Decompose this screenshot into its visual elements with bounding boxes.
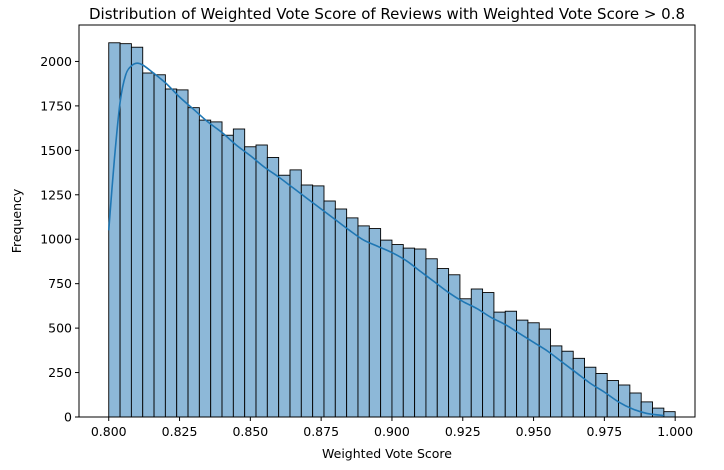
histogram-bar — [108, 42, 121, 418]
x-tick-label: 0.950 — [516, 424, 552, 439]
histogram-bar — [198, 119, 212, 418]
histogram-bar — [663, 411, 676, 418]
histogram-bar — [289, 169, 302, 418]
kde-curve — [107, 62, 664, 417]
histogram-bar — [210, 121, 223, 418]
y-tick-label: 2000 — [40, 54, 72, 69]
histogram-bar — [561, 350, 574, 418]
histogram-bar — [584, 366, 597, 418]
histogram-bar — [300, 184, 314, 418]
histogram-bar — [130, 46, 144, 418]
histogram-bar — [278, 174, 291, 418]
y-tick-label: 250 — [48, 365, 72, 380]
histogram-bar — [119, 43, 132, 418]
histogram-bar — [142, 72, 155, 418]
y-tick-label: 1750 — [40, 98, 72, 113]
histogram-bar — [595, 372, 608, 418]
plot-frame — [78, 24, 696, 418]
y-axis-label: Frequency — [9, 188, 24, 253]
y-tick-label: 500 — [48, 321, 72, 336]
histogram-bar — [482, 292, 495, 418]
histogram-bar — [618, 384, 631, 418]
histogram-bar — [493, 311, 506, 418]
histogram-bar — [221, 134, 234, 418]
histogram-bar — [629, 392, 642, 418]
histogram-bar — [346, 217, 359, 418]
chart-title: Distribution of Weighted Vote Score of R… — [89, 5, 685, 23]
histogram-bar — [153, 74, 166, 418]
histogram-bar — [380, 239, 393, 418]
x-tick-label: 1.000 — [657, 424, 693, 439]
y-tick-label: 1500 — [40, 143, 72, 158]
x-tick-label: 0.825 — [162, 424, 198, 439]
histogram-bar — [187, 107, 200, 418]
histogram-bar — [232, 128, 246, 418]
x-axis-ticks: 0.800 0.825 0.850 0.875 0.900 0.925 0.950 0.975… — [91, 417, 693, 439]
x-tick-label: 0.900 — [374, 424, 410, 439]
x-tick-label: 0.875 — [303, 424, 339, 439]
histogram-bar — [459, 298, 472, 418]
histogram-bar — [527, 322, 540, 418]
x-tick-label: 0.800 — [91, 424, 127, 439]
y-axis-ticks: 0 250 500 750 1000 1250 1500 1750 2000 — [40, 54, 79, 425]
histogram-bar — [334, 208, 348, 418]
histogram-bar — [391, 244, 404, 418]
histogram-bar — [312, 185, 325, 418]
x-tick-label: 0.850 — [232, 424, 268, 439]
histogram-bar — [164, 88, 178, 418]
axes — [78, 24, 696, 418]
histogram-bar — [244, 146, 257, 418]
histogram-bar — [357, 225, 370, 418]
y-tick-label: 1250 — [40, 187, 72, 202]
histogram-bar — [266, 156, 280, 418]
y-tick-label: 1000 — [40, 232, 72, 247]
histogram-bar — [538, 328, 552, 418]
x-axis-label: Weighted Vote Score — [322, 446, 452, 461]
x-tick-label: 0.975 — [586, 424, 622, 439]
histogram-bar — [572, 357, 585, 418]
histogram-bar — [368, 228, 382, 418]
histogram-bar — [323, 200, 336, 418]
histogram-bar — [176, 89, 189, 418]
y-tick-label: 750 — [48, 276, 72, 291]
histogram-bar — [402, 247, 416, 418]
histogram-bar — [255, 144, 268, 418]
y-tick-label: 0 — [64, 410, 72, 425]
histogram-bars — [108, 42, 676, 418]
x-tick-label: 0.925 — [445, 424, 481, 439]
